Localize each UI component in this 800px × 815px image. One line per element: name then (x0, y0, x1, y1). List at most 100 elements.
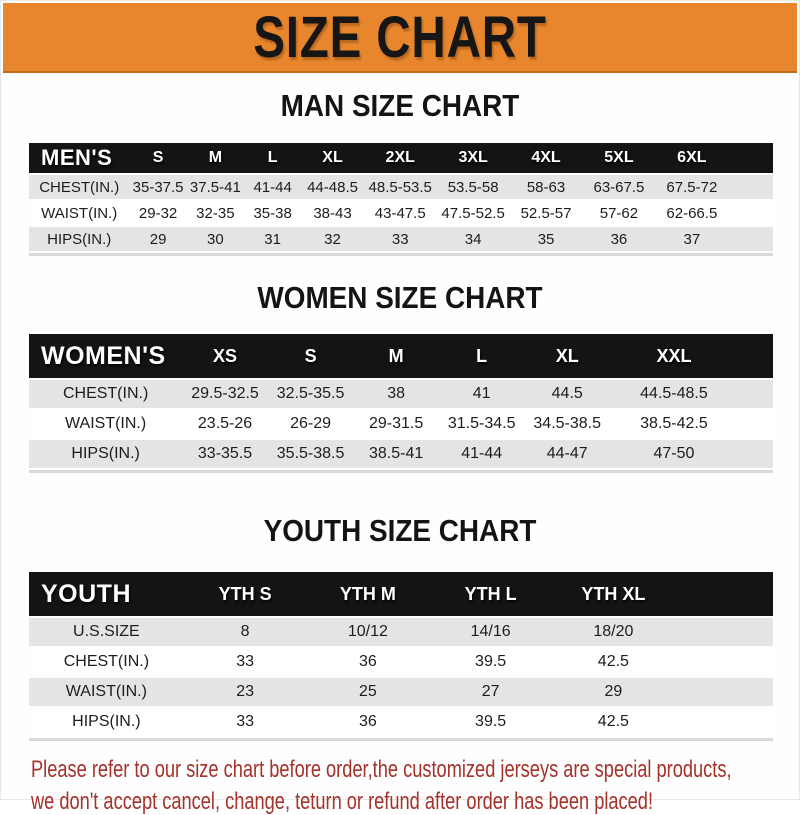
value-cell: 42.5 (552, 708, 675, 736)
size-table: YOUTH YTH S YTH M YTH L YTH XL U.S.SIZE 8 10/12… (29, 570, 773, 741)
column-header-cell: YTH XL (552, 572, 675, 616)
filler-cell (737, 440, 773, 468)
column-header-cell: 5XL (582, 143, 656, 173)
value-cell: 44-47 (524, 440, 610, 468)
value-cell: 47-50 (609, 440, 738, 468)
value-cell: 41-44 (244, 175, 302, 199)
value-cell: 48.5-53.5 (363, 175, 437, 199)
row-label-cell: CHEST(IN.) (29, 380, 183, 408)
value-cell: 57-62 (582, 201, 656, 225)
value-cell: 27 (429, 678, 552, 706)
column-header-cell: YTH M (306, 572, 430, 616)
value-cell: 35 (509, 227, 583, 251)
header-label-cell: WOMEN'S (29, 334, 183, 378)
column-header-cell: XL (524, 334, 610, 378)
value-cell: 62-66.5 (655, 201, 729, 225)
filler-cell (674, 678, 773, 706)
value-cell: 31.5-34.5 (438, 410, 525, 438)
value-cell: 10/12 (306, 618, 430, 646)
value-cell: 58-63 (509, 175, 583, 199)
row-label-cell: WAIST(IN.) (29, 201, 130, 225)
filler-cell (674, 648, 773, 676)
value-cell: 29-31.5 (353, 410, 439, 438)
value-cell: 33-35.5 (182, 440, 268, 468)
filler-cell (674, 572, 773, 616)
value-cell: 33 (183, 648, 307, 676)
value-cell: 44-48.5 (301, 175, 364, 199)
header-label-cell: MEN'S (29, 143, 130, 173)
size-table: MEN'S S M L XL 2XL 3XL 4XL 5XL 6XL CHEST(IN.) 35-37… (29, 141, 773, 256)
filler-cell (728, 175, 773, 199)
value-cell: 35-37.5 (129, 175, 187, 199)
value-cell: 32-35 (186, 201, 244, 225)
size-section-womens: WOMEN SIZE CHART WOMEN'S XS S M L XL XXL CHEST(I… (1, 280, 799, 473)
column-header-cell: 6XL (655, 143, 729, 173)
value-cell: 53.5-58 (436, 175, 510, 199)
table-row: HIPS(IN.) 33 36 39.5 42.5 (29, 708, 773, 736)
value-cell: 38.5-41 (353, 440, 439, 468)
section-heading: WOMEN SIZE CHART (257, 280, 543, 315)
value-cell: 23.5-26 (182, 410, 268, 438)
column-header-cell: S (267, 334, 354, 378)
value-cell: 47.5-52.5 (436, 201, 510, 225)
value-cell: 63-67.5 (582, 175, 656, 199)
column-header-cell: L (438, 334, 525, 378)
column-header-cell: M (186, 143, 244, 173)
value-cell: 34 (436, 227, 510, 251)
size-section-youth: YOUTH SIZE CHART YOUTH YTH S YTH M YTH L YTH … (1, 513, 799, 741)
footer-line-2: we don't accept cancel, change, teturn o… (31, 788, 654, 815)
value-cell: 29 (129, 227, 187, 251)
filler-cell (737, 410, 773, 438)
value-cell: 29 (552, 678, 675, 706)
size-table: WOMEN'S XS S M L XL XXL CHEST(IN.) 29.5-32.5 32.5… (29, 332, 773, 473)
size-chart-sections: MAN SIZE CHART MEN'S S M L XL 2XL 3XL 4XL 5XL 6XL C… (1, 88, 799, 741)
value-cell: 38 (353, 380, 439, 408)
value-cell: 37.5-41 (186, 175, 244, 199)
value-cell: 23 (183, 678, 307, 706)
value-cell: 32 (301, 227, 364, 251)
value-cell: 38.5-42.5 (609, 410, 738, 438)
column-header-cell: YTH L (429, 572, 552, 616)
table-header-row: YOUTH YTH S YTH M YTH L YTH XL (29, 572, 773, 616)
banner: SIZE CHART (3, 3, 797, 73)
value-cell: 18/20 (552, 618, 675, 646)
row-label-cell: CHEST(IN.) (29, 175, 130, 199)
column-header-cell: 2XL (363, 143, 437, 173)
table-row: CHEST(IN.) 35-37.5 37.5-41 41-44 44-48.5 48.5… (29, 175, 773, 199)
value-cell: 43-47.5 (363, 201, 437, 225)
value-cell: 33 (183, 708, 307, 736)
value-cell: 30 (186, 227, 244, 251)
value-cell: 38-43 (301, 201, 364, 225)
value-cell: 36 (306, 708, 430, 736)
column-header-cell: XXL (609, 334, 738, 378)
filler-cell (674, 708, 773, 736)
column-header-cell: YTH S (183, 572, 307, 616)
value-cell: 67.5-72 (655, 175, 729, 199)
value-cell: 39.5 (429, 708, 552, 736)
filler-cell (728, 227, 773, 251)
table-row: HIPS(IN.) 33-35.5 35.5-38.5 38.5-41 41-44 44-… (29, 440, 773, 468)
value-cell: 8 (183, 618, 307, 646)
value-cell: 42.5 (552, 648, 675, 676)
value-cell: 25 (306, 678, 430, 706)
column-header-cell: S (129, 143, 187, 173)
table-row: U.S.SIZE 8 10/12 14/16 18/20 (29, 618, 773, 646)
filler-cell (737, 380, 773, 408)
value-cell: 52.5-57 (509, 201, 583, 225)
value-cell: 41-44 (438, 440, 525, 468)
table-row: CHEST(IN.) 33 36 39.5 42.5 (29, 648, 773, 676)
value-cell: 29-32 (129, 201, 187, 225)
table-row: WAIST(IN.) 23.5-26 26-29 29-31.5 31.5-34.5 34… (29, 410, 773, 438)
footer-line-1: Please refer to our size chart before or… (31, 756, 732, 783)
table-header-row: WOMEN'S XS S M L XL XXL (29, 334, 773, 378)
value-cell: 39.5 (429, 648, 552, 676)
table-row: HIPS(IN.) 29 30 31 32 33 34 35 36 37 (29, 227, 773, 251)
value-cell: 36 (582, 227, 656, 251)
value-cell: 14/16 (429, 618, 552, 646)
value-cell: 35-38 (244, 201, 302, 225)
value-cell: 44.5-48.5 (609, 380, 738, 408)
table-row: WAIST(IN.) 23 25 27 29 (29, 678, 773, 706)
column-header-cell: XL (301, 143, 364, 173)
column-header-cell: M (353, 334, 439, 378)
